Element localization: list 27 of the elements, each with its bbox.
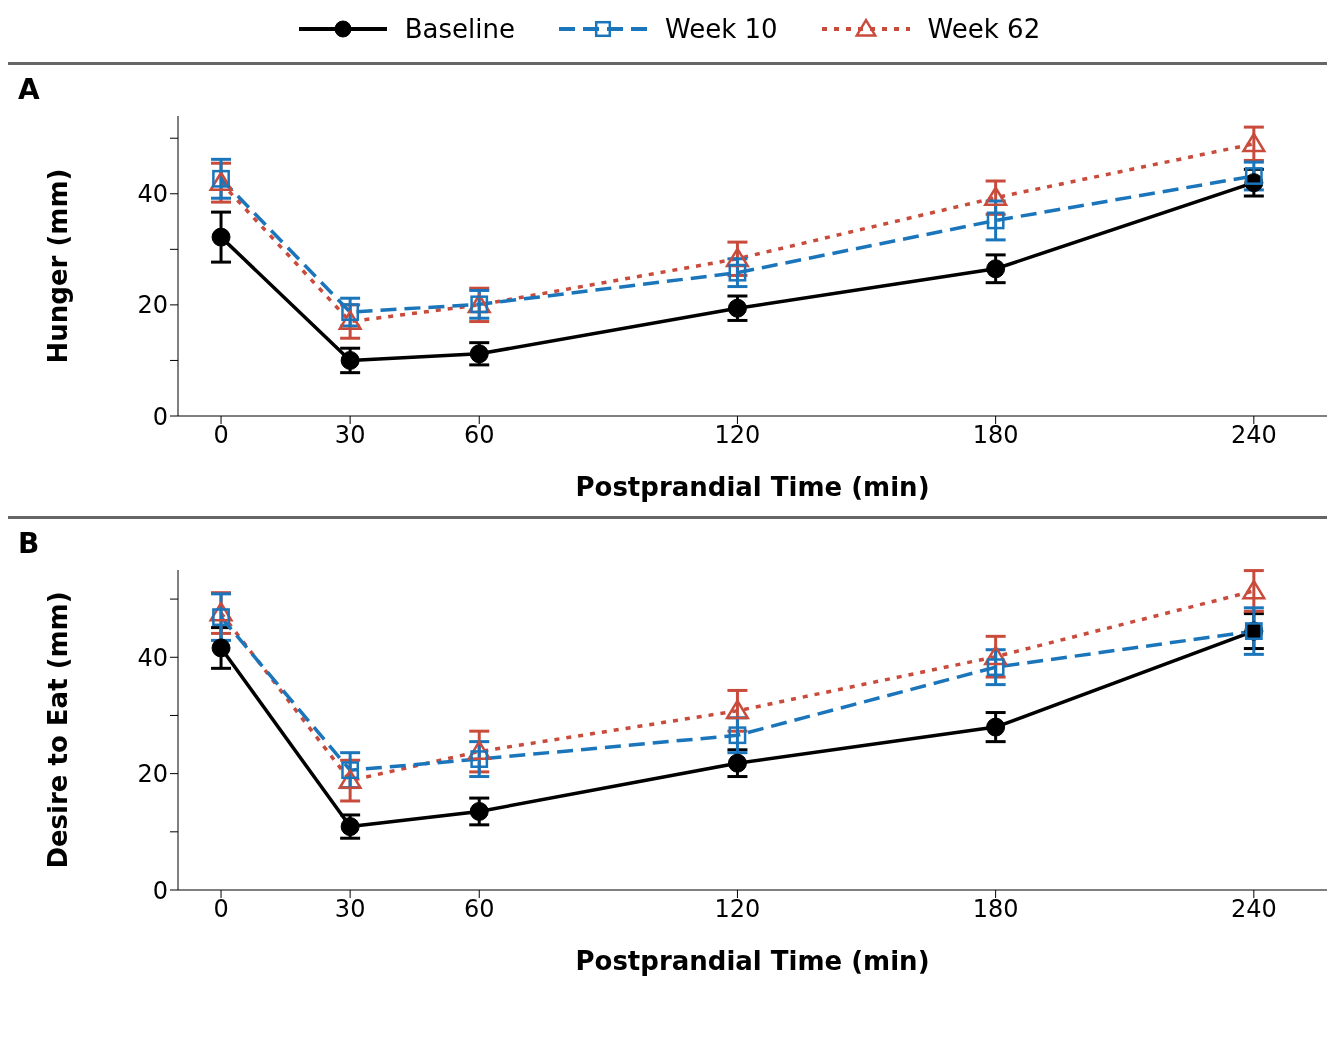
y-axis-title: Desire to Eat (mm) <box>43 591 74 869</box>
x-tick-label: 30 <box>334 421 366 450</box>
x-tick-label: 180 <box>972 895 1019 924</box>
y-tick-label: 20 <box>137 760 168 789</box>
y-tick-label: 0 <box>152 876 168 905</box>
x-tick-label: 240 <box>1230 421 1277 450</box>
y-tick-label: 20 <box>137 291 168 320</box>
chart-title: B <box>17 526 41 560</box>
x-tick-label: 120 <box>714 895 761 924</box>
y-tick-label: 40 <box>137 643 168 672</box>
x-tick-label: 60 <box>463 895 495 924</box>
y-tick-label: 40 <box>137 180 168 209</box>
x-tick-label: 0 <box>213 421 229 450</box>
x-tick-label: 180 <box>972 421 1019 450</box>
x-tick-label: 240 <box>1230 895 1277 924</box>
chart-title: A <box>17 72 41 106</box>
x-axis-title: Postprandial Time (min) <box>575 472 930 502</box>
x-tick-label: 120 <box>714 421 761 450</box>
x-tick-label: 0 <box>213 895 229 924</box>
y-tick-label: 0 <box>152 402 168 431</box>
x-tick-label: 60 <box>463 421 495 450</box>
legend-label: Baseline <box>404 14 516 44</box>
y-axis-title: Hunger (mm) <box>43 168 74 364</box>
x-tick-label: 30 <box>334 895 366 924</box>
legend-label: Week 10 <box>665 14 778 44</box>
x-axis-title: Postprandial Time (min) <box>575 946 930 976</box>
legend-label: Week 62 <box>927 14 1041 44</box>
